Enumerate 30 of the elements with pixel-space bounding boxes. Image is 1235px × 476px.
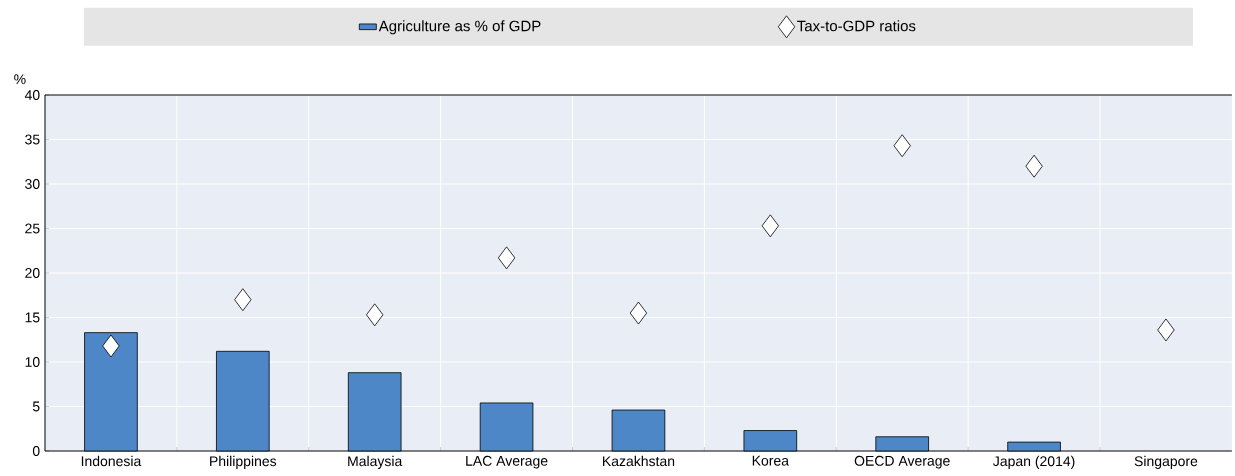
y-tick-label: 10 xyxy=(25,357,40,367)
x-tick-label: Japan (2014) xyxy=(993,455,1075,469)
y-tick-label: 20 xyxy=(25,268,40,278)
y-tick-label: 0 xyxy=(32,446,40,456)
x-tick-label: Indonesia xyxy=(81,455,142,467)
x-tick-label: Kazakhstan xyxy=(603,455,675,467)
point xyxy=(761,214,779,238)
y-tick-label: 15 xyxy=(25,312,40,323)
point xyxy=(893,134,911,158)
y-tick-label: 25 xyxy=(25,223,40,234)
y-tick-label: 35 xyxy=(25,134,40,145)
y-tick-label: 30 xyxy=(25,179,40,189)
point xyxy=(1157,318,1175,342)
x-tick-label: Malaysia xyxy=(348,455,403,469)
point xyxy=(629,301,648,325)
point xyxy=(234,288,252,312)
legend-label: Agriculture as % of GDP xyxy=(378,20,541,35)
point xyxy=(102,334,120,358)
y-tick-label: 5 xyxy=(32,401,40,412)
y-tick-label: 40 xyxy=(24,90,40,100)
legend-label: Tax-to-GDP ratios xyxy=(797,20,916,32)
x-tick-label: OECD Average xyxy=(854,455,950,469)
point xyxy=(366,303,384,327)
y-axis-title: % xyxy=(14,74,26,85)
x-tick-label: Korea xyxy=(752,455,789,466)
point xyxy=(497,246,516,270)
x-tick-label: Philippines xyxy=(210,455,277,469)
point xyxy=(1025,154,1043,178)
x-tick-label: LAC Average xyxy=(466,455,548,469)
x-tick-label: Singapore xyxy=(1134,455,1198,469)
